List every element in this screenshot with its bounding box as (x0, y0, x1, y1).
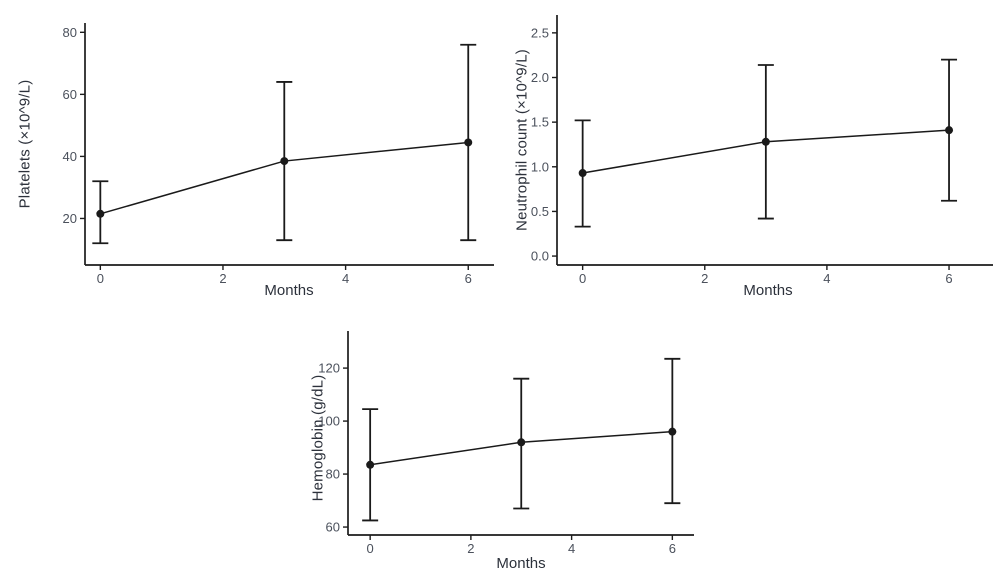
y-tick-label: 1.5 (531, 115, 549, 130)
x-tick-label: 2 (467, 541, 474, 556)
x-tick-label: 6 (945, 271, 952, 286)
x-tick-label: 6 (669, 541, 676, 556)
y-tick-label: 100 (318, 414, 340, 429)
y-tick-label: 80 (63, 25, 77, 40)
hemoglobin-chart: 60 80 100 120 0 2 4 6 Hemoglobin (g/dL) Months (300, 302, 742, 580)
neutrophil-count-chart: 0.0 0.5 1.0 1.5 2.0 2.5 0 2 4 6 Neutrophil count … (505, 4, 1003, 300)
x-axis-label: Months (743, 282, 793, 299)
y-tick-label: 20 (63, 211, 77, 226)
data-point (464, 138, 473, 147)
data-point (578, 169, 587, 178)
x-axis-label: Months (496, 555, 546, 572)
y-tick-label: 1.0 (531, 159, 549, 174)
data-point (945, 126, 954, 135)
neutrophil-plot-area: 0.0 0.5 1.0 1.5 2.0 2.5 0 2 4 6 (531, 15, 993, 286)
hemoglobin-plot-area: 60 80 100 120 0 2 4 6 (318, 331, 694, 556)
y-axis-label: Neutrophil count (×10^9/L) (513, 49, 531, 231)
data-point (668, 427, 677, 436)
y-axis-label: Hemoglobin (g/dL) (309, 374, 327, 502)
x-tick-label: 4 (342, 271, 349, 286)
y-tick-label: 60 (63, 87, 77, 102)
data-point (366, 460, 375, 469)
y-axis-label: Platelets (×10^9/L) (16, 79, 34, 209)
x-tick-label: 2 (219, 271, 226, 286)
y-tick-label: 60 (326, 520, 340, 535)
y-tick-label: 0.5 (531, 204, 549, 219)
y-tick-label: 2.5 (531, 25, 549, 40)
y-tick-label: 40 (63, 149, 77, 164)
x-tick-label: 4 (568, 541, 575, 556)
x-axis-label: Months (264, 282, 314, 299)
data-point (96, 209, 105, 218)
x-tick-label: 0 (367, 541, 374, 556)
y-tick-label: 80 (326, 467, 340, 482)
x-tick-label: 6 (465, 271, 472, 286)
data-point (517, 438, 526, 447)
y-tick-label: 0.0 (531, 249, 549, 264)
x-tick-label: 0 (97, 271, 104, 286)
x-tick-label: 2 (701, 271, 708, 286)
platelets-plot-area: 20 40 60 80 0 2 4 6 (63, 23, 494, 286)
y-tick-label: 120 (318, 361, 340, 376)
platelets-chart: 20 40 60 80 0 2 4 6 Platelets (×10^9/L) Months (2, 4, 500, 300)
x-tick-label: 4 (823, 271, 830, 286)
x-tick-label: 0 (579, 271, 586, 286)
y-tick-label: 2.0 (531, 70, 549, 85)
data-point (280, 157, 289, 166)
data-point (761, 137, 770, 146)
